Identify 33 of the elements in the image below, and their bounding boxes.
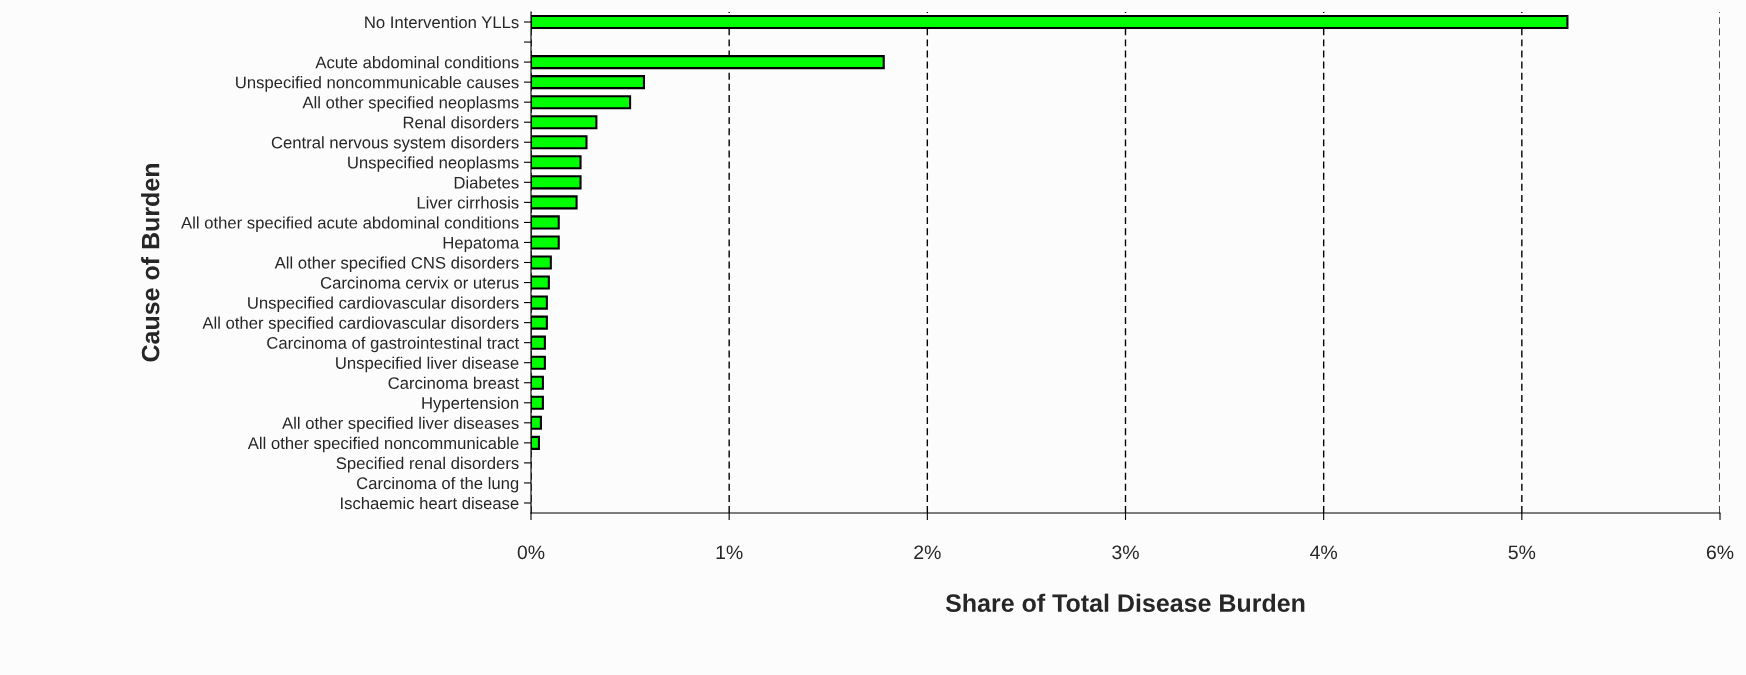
y-tick-label: All other specified noncommunicable [247,436,519,453]
y-tick-label: Hepatoma [443,237,520,252]
y-tick-label: Unspecified noncommunicable causes [236,76,519,92]
y-tick-label: Specified renal disorders [336,456,519,473]
y-tick-label: All other specified neoplasms [302,96,519,112]
y-tick-label: Acute abdominal conditions [315,56,519,69]
y-tick-label: Ischaemic heart disease [341,496,519,510]
y-tick-label: All other specified cardiovascular disorders [202,316,519,333]
x-tick-label: 3% [1112,545,1139,560]
y-tick-label: Carcinoma cervix or uterus [320,276,519,289]
x-tick-label: 1% [716,545,743,560]
x-tick-label: 0% [517,545,545,560]
x-axis-title: Share of Total Disease Burden [945,593,1305,612]
y-tick-label: Diabetes [454,176,519,189]
x-tick-label: 5% [1508,545,1536,560]
y-tick-label: Carcinoma breast [388,376,520,389]
y-tick-label: Unspecified liver disease [336,356,519,373]
y-tick-label: Hypertension [422,396,519,413]
y-axis-title: Cause of Burden [141,164,160,362]
y-tick-label: Renal disorders [403,116,519,129]
y-tick-label: Unspecified cardiovascular disorders [248,296,519,313]
x-tick-label: 4% [1310,545,1338,560]
x-tick-label: 6% [1706,545,1734,560]
y-tick-label: Carcinoma of gastrointestinal tract [267,336,520,353]
y-tick-label: Liver cirrhosis [417,196,519,209]
y-tick-label: Unspecified neoplasms [348,156,519,172]
y-tick-label: All other specified CNS disorders [274,256,519,272]
y-tick-label: All other specified liver diseases [282,416,519,433]
y-tick-label: All other specified acute abdominal conditions [181,216,519,232]
x-tick-label: 2% [914,545,941,560]
y-tick-label: Central nervous system disorders [271,136,519,152]
y-tick-label: Carcinoma of the lung [357,476,519,493]
y-tick-label: No Intervention YLLs [365,15,519,29]
